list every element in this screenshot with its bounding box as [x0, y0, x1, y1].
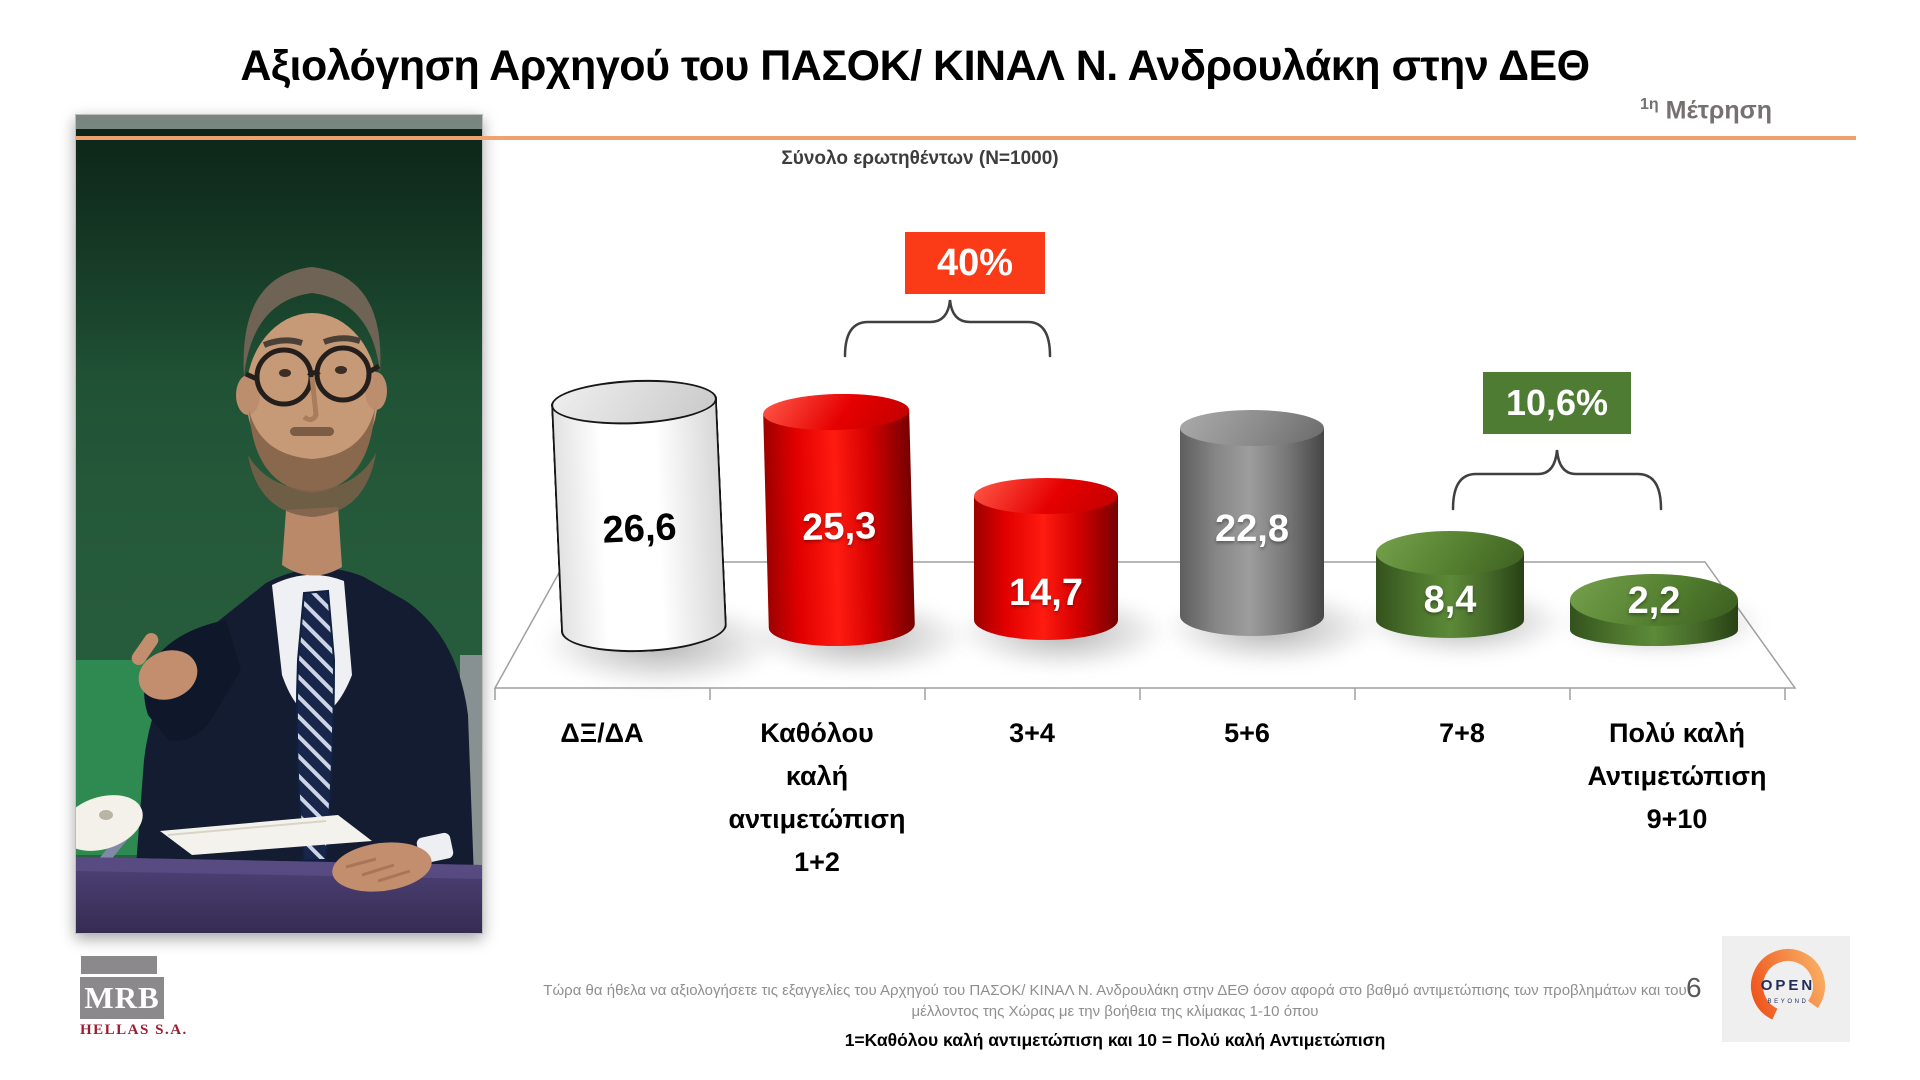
annotation-negative-total: 40% — [905, 232, 1045, 294]
cylinder-body — [1180, 428, 1324, 636]
open-tv-logo: OPEN BEYOND — [1722, 936, 1850, 1042]
cylinder-top — [1570, 574, 1738, 626]
page-title: Αξιολόγηση Αρχηγού του ΠΑΣΟΚ/ ΚΙΝΑΛ Ν. Α… — [240, 42, 1590, 90]
mrb-logo-subtitle: HELLAS S.A. — [80, 1022, 188, 1038]
question-text-line1: Τώρα θα ήθελα να αξιολογήσετε τις εξαγγε… — [543, 982, 1687, 999]
accent-divider — [76, 136, 1856, 140]
axis-label-9-10: Πολύ καλή Αντιμετώπιση 9+10 — [1587, 718, 1767, 834]
bar-3-4: 14,7 — [974, 478, 1118, 640]
open-tagline: BEYOND — [1768, 999, 1809, 1005]
bar-value: 8,4 — [1423, 579, 1477, 621]
open-ring-icon: OPEN BEYOND — [1751, 949, 1825, 1023]
footnote: Τώρα θα ήθελα να αξιολογήσετε τις εξαγγε… — [480, 980, 1750, 1051]
axis-label-1-2: Καθόλου καλή αντιμετώπιση 1+2 — [728, 718, 906, 877]
speaker-photo — [75, 114, 483, 934]
axis-label-dk-da: ΔΞ/ΔΑ — [560, 718, 644, 748]
mrb-logo-mark: MRB — [80, 977, 164, 1019]
cylinder-body — [974, 496, 1118, 640]
cylinder-top — [974, 478, 1118, 514]
mrb-logo-bar — [81, 956, 157, 974]
measurement-ordinal: 1η — [1640, 96, 1659, 113]
bar-7-8: 8,4 — [1376, 531, 1524, 638]
annotation-positive-total: 10,6% — [1483, 372, 1631, 434]
bar-5-6: 22,8 — [1180, 410, 1324, 636]
page-number: 6 — [1686, 972, 1702, 1003]
bar-value: 14,7 — [1009, 572, 1083, 614]
bar-9-10: 2,2 — [1570, 574, 1738, 646]
measurement-label: Μέτρηση — [1665, 96, 1772, 125]
open-wordmark: OPEN — [1761, 977, 1816, 994]
axis-label-5-6: 5+6 — [1224, 718, 1270, 748]
axis-label-7-8: 7+8 — [1439, 718, 1485, 748]
measurement-badge: 1η Μέτρηση — [1640, 96, 1860, 125]
scale-note: 1=Καθόλου καλή αντιμετώπιση και 10 = Πολ… — [844, 1030, 1386, 1050]
cylinder-top — [1180, 410, 1324, 446]
question-text-line2: μέλλοντος της Χώρας με την βοήθεια της κ… — [911, 1003, 1319, 1020]
chart-subtitle: Σύνολο ερωτηθέντων (N=1000) — [781, 148, 1059, 169]
cylinder-top — [1376, 531, 1524, 575]
axis-label-3-4: 3+4 — [1009, 718, 1055, 748]
mrb-logo: MRB HELLAS S.A. — [80, 956, 200, 1039]
bar-value: 22,8 — [1215, 508, 1289, 550]
bar-value: 2,2 — [1627, 580, 1681, 622]
